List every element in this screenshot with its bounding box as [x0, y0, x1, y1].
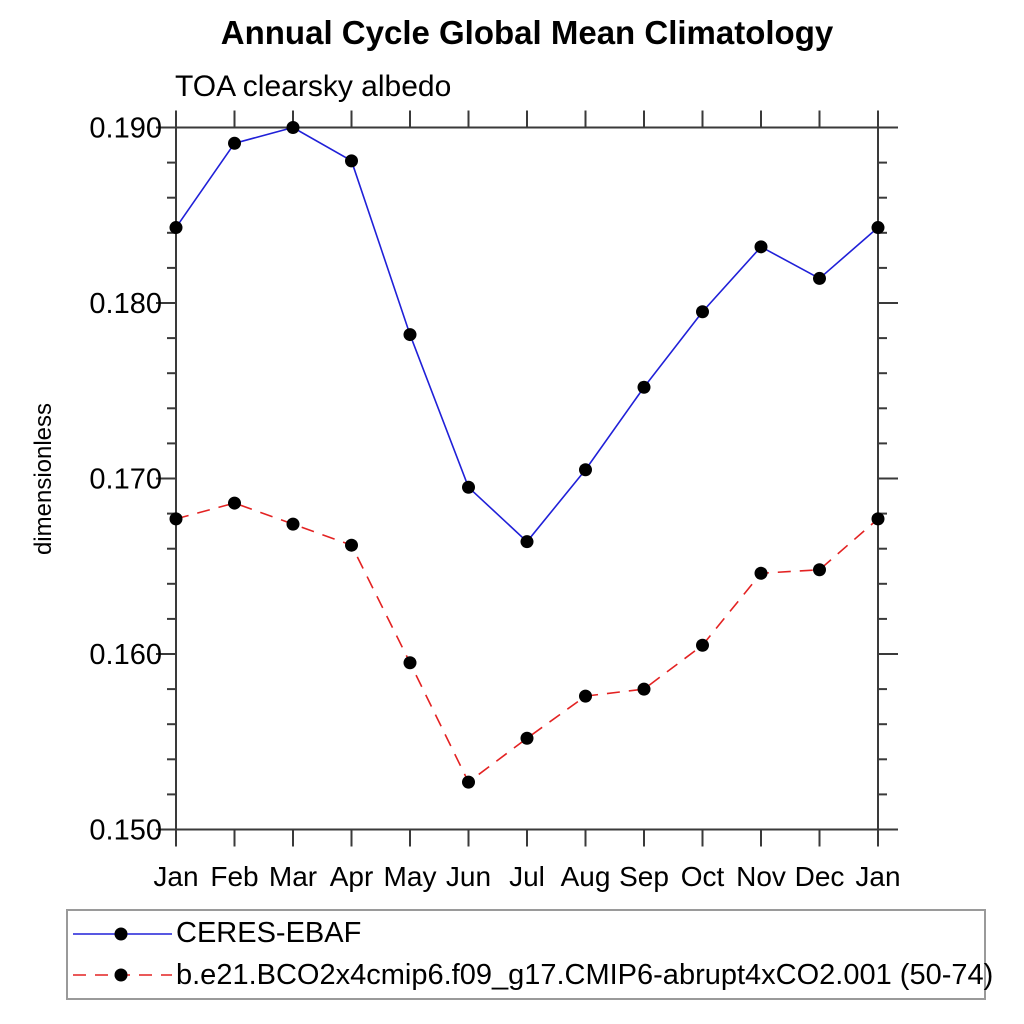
legend-solid-line-sample	[73, 927, 172, 941]
data-point	[813, 271, 826, 285]
data-point	[403, 328, 417, 342]
data-point	[579, 689, 592, 703]
y-tick-label: 0.150	[89, 815, 162, 847]
data-point	[579, 463, 592, 477]
data-point	[228, 136, 241, 150]
chart-subtitle: TOA clearsky albedo	[175, 70, 452, 103]
x-tick-label: Sep	[619, 861, 669, 892]
data-point	[403, 656, 417, 670]
data-point	[754, 240, 768, 254]
plot-frame	[175, 126, 879, 831]
legend: CERES-EBAF b.e21.BCO2x4cmip6.f09_g17.CMI…	[66, 909, 993, 1000]
x-tick-label: Nov	[736, 861, 786, 892]
legend-label-ceres: CERES-EBAF	[176, 917, 362, 950]
x-tick-label: Feb	[210, 861, 258, 892]
page-title: Annual Cycle Global Mean Climatology	[220, 14, 834, 51]
y-tick-label: 0.160	[89, 639, 162, 671]
x-tick-label: Mar	[269, 861, 317, 892]
y-tick-label: 0.190	[89, 113, 162, 145]
line-chart-plot: Jan Feb Mar Apr May Jun Jul Aug Sep Oct Nov Dec Jan 0…	[89, 110, 901, 892]
data-point	[813, 563, 826, 577]
series-line-0	[175, 126, 879, 543]
x-tick-label: Jun	[446, 861, 491, 892]
data-point	[696, 305, 709, 319]
x-tick-label: Oct	[681, 861, 725, 892]
data-point	[754, 566, 768, 580]
data-point	[462, 775, 475, 789]
x-tick-label: Jan	[153, 861, 198, 892]
legend-dashed-line-sample	[73, 968, 172, 982]
data-point	[286, 517, 300, 531]
data-point	[871, 221, 885, 235]
data-point	[286, 121, 300, 134]
legend-label-model: b.e21.BCO2x4cmip6.f09_g17.CMIP6-abrupt4x…	[176, 958, 994, 991]
data-point	[345, 538, 358, 552]
data-point	[228, 496, 241, 510]
data-point	[345, 154, 358, 168]
data-point	[462, 480, 475, 494]
data-point	[520, 535, 534, 549]
data-point	[169, 221, 183, 235]
data-point	[520, 731, 534, 745]
y-tick-label: 0.180	[89, 288, 162, 320]
y-tick-label: 0.170	[89, 464, 162, 496]
legend-item-ceres: CERES-EBAF	[72, 914, 984, 954]
data-point	[871, 512, 885, 526]
x-tick-label: Jan	[855, 861, 900, 892]
x-tick-label: May	[384, 861, 437, 892]
data-point	[696, 638, 709, 652]
x-tick-label: Apr	[330, 861, 374, 892]
data-point	[169, 512, 183, 526]
data-point	[637, 380, 651, 394]
data-point	[637, 682, 651, 696]
x-tick-label: Jul	[509, 861, 545, 892]
x-tick-label: Aug	[561, 861, 611, 892]
x-tick-label: Dec	[795, 861, 845, 892]
legend-item-model: b.e21.BCO2x4cmip6.f09_g17.CMIP6-abrupt4x…	[72, 955, 993, 995]
